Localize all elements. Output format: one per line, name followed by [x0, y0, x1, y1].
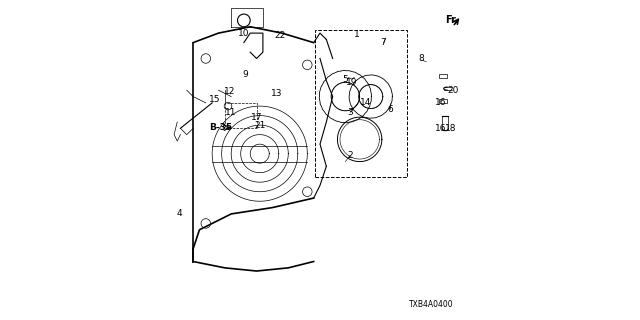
Text: 12: 12 [224, 87, 236, 96]
Text: 9: 9 [243, 70, 248, 79]
Text: 15: 15 [209, 95, 220, 104]
Bar [439, 74, 447, 77]
Text: B-35: B-35 [209, 123, 232, 132]
Text: 4: 4 [177, 209, 182, 219]
Text: 8: 8 [419, 54, 424, 63]
Text: 22: 22 [275, 31, 286, 40]
Text: 21: 21 [255, 121, 266, 130]
Text: 18: 18 [445, 124, 456, 133]
Text: 1: 1 [354, 30, 359, 39]
Text: 11: 11 [225, 108, 236, 117]
Text: 16: 16 [435, 124, 446, 133]
Text: 20: 20 [447, 86, 459, 95]
Text: 3: 3 [348, 108, 353, 117]
Text: 5: 5 [342, 75, 348, 84]
Text: TXB4A0400: TXB4A0400 [409, 300, 453, 309]
Text: 6: 6 [387, 105, 393, 114]
Bar [439, 99, 447, 103]
Text: Fr.: Fr. [445, 15, 458, 25]
Text: 13: 13 [271, 89, 282, 98]
Text: 17: 17 [251, 113, 262, 122]
Text: 2: 2 [348, 151, 353, 160]
Text: 19: 19 [346, 78, 358, 87]
Text: 14: 14 [360, 99, 372, 108]
Text: 16: 16 [435, 99, 446, 108]
Text: 7: 7 [381, 38, 387, 47]
Text: 10: 10 [237, 28, 249, 38]
